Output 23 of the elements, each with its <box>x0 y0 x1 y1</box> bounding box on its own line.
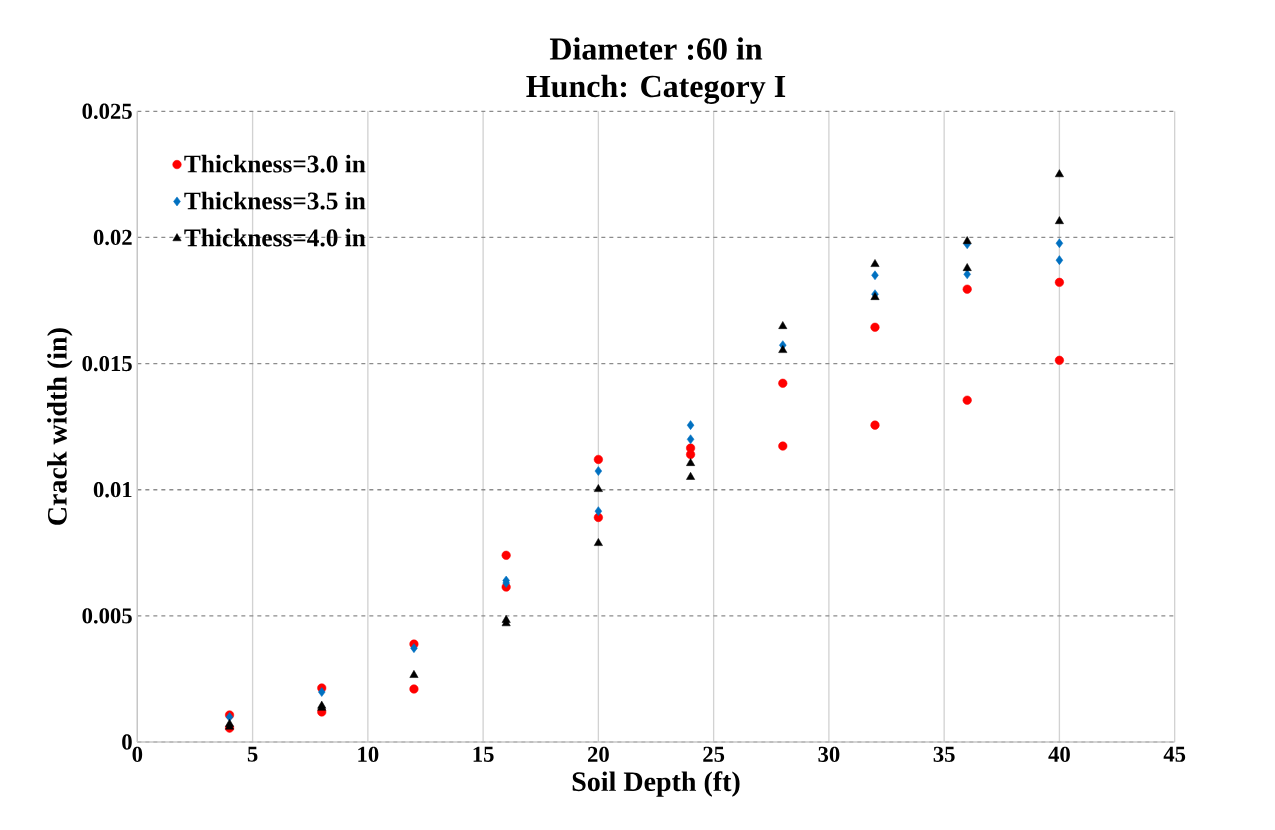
chart-title: Diameter :60 in <box>549 37 763 61</box>
y-tick-label: 0.025 <box>82 103 132 120</box>
y-tick-label: 0.02 <box>93 229 132 246</box>
y-tick-label: 0.01 <box>93 482 132 498</box>
legend-label: Thickness=3.0 in <box>184 154 366 173</box>
x-tick-label: 25 <box>703 746 725 762</box>
y-tick-label: 0.005 <box>82 608 132 624</box>
legend-label: Thickness=3.5 in <box>184 191 366 210</box>
y-axis-title: Crack width (in) <box>47 328 73 525</box>
x-tick-label: 10 <box>358 746 379 762</box>
x-tick-label: 5 <box>247 746 258 762</box>
y-tick-label: 0.015 <box>82 355 132 372</box>
x-tick-label: 35 <box>933 746 955 762</box>
x-tick-label: 40 <box>1048 746 1070 762</box>
x-tick-label: 45 <box>1163 746 1186 762</box>
y-tick-label: 0 <box>122 734 132 750</box>
legend-label: Thickness=4.0 in <box>184 228 366 247</box>
x-tick-label: 20 <box>588 746 609 762</box>
chart-subtitle: Hunch: Category I <box>526 74 786 104</box>
x-tick-label: 30 <box>818 746 840 762</box>
x-axis-title: Soil Depth (ft) <box>572 771 740 797</box>
x-tick-label: 0 <box>132 746 143 762</box>
x-tick-label: 15 <box>473 746 494 762</box>
